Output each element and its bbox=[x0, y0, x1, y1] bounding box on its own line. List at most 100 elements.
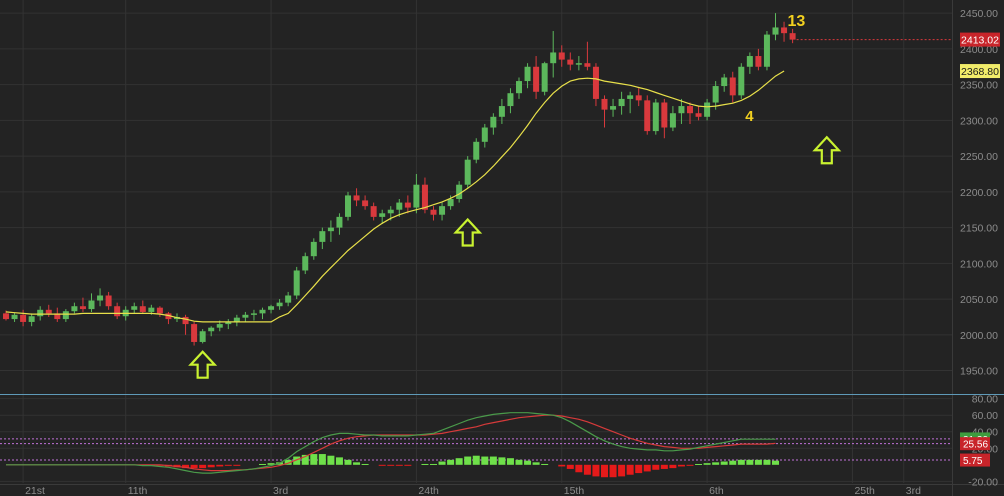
histogram-bar bbox=[558, 464, 566, 467]
candle bbox=[45, 304, 52, 317]
time-tick-label: 25th bbox=[854, 485, 875, 496]
histogram-bar bbox=[583, 464, 591, 475]
oscillator-tick-label: -20.00 bbox=[968, 476, 998, 488]
candle bbox=[225, 319, 232, 330]
candle bbox=[182, 314, 189, 335]
oscillator-value-tag: 25.56 bbox=[960, 437, 990, 451]
histogram-bar bbox=[703, 463, 711, 465]
candle-body bbox=[54, 313, 61, 320]
candle-body bbox=[97, 295, 104, 301]
candle-body bbox=[498, 106, 505, 117]
candle bbox=[575, 56, 582, 71]
price-tick-label: 2100.00 bbox=[960, 258, 998, 270]
histogram-bar bbox=[310, 454, 318, 465]
candle bbox=[610, 98, 617, 117]
histogram-bar bbox=[609, 464, 617, 478]
candle bbox=[584, 41, 591, 71]
candle bbox=[721, 73, 728, 92]
candle bbox=[592, 63, 599, 107]
candle bbox=[601, 95, 608, 128]
oscillator-slow-line bbox=[6, 414, 776, 472]
time-tick-label: 3rd bbox=[273, 485, 288, 496]
histogram-bar bbox=[421, 463, 429, 465]
histogram-bar bbox=[772, 460, 779, 465]
candle-body bbox=[541, 63, 548, 92]
histogram-bar bbox=[498, 457, 506, 465]
candle bbox=[71, 302, 78, 314]
histogram-bar bbox=[643, 464, 651, 472]
histogram-bar bbox=[541, 463, 549, 465]
histogram-bar bbox=[344, 459, 352, 465]
histogram-bar bbox=[207, 464, 215, 468]
candle bbox=[114, 302, 121, 320]
oscillator-tick-label: 80.00 bbox=[972, 394, 998, 406]
histogram-bar bbox=[464, 456, 472, 465]
candle-body bbox=[789, 33, 796, 40]
candle-body bbox=[421, 184, 428, 210]
candle-body bbox=[88, 300, 95, 310]
candle-body bbox=[678, 106, 685, 114]
count-annotation-4: 4 bbox=[745, 108, 754, 125]
candle-body bbox=[746, 56, 753, 67]
histogram-bar bbox=[669, 464, 677, 469]
candle bbox=[516, 77, 522, 99]
candle-body bbox=[755, 56, 762, 67]
candle-body bbox=[738, 66, 745, 96]
histogram-bar bbox=[618, 464, 626, 477]
histogram-bar bbox=[524, 460, 532, 465]
candle bbox=[413, 173, 420, 214]
candle bbox=[131, 302, 138, 314]
candle-body bbox=[148, 307, 155, 312]
candle bbox=[404, 195, 411, 214]
histogram-bar bbox=[301, 454, 309, 465]
histogram-bar bbox=[216, 464, 224, 467]
histogram-bar bbox=[395, 464, 403, 466]
candle bbox=[302, 252, 309, 275]
candle-body bbox=[62, 311, 69, 320]
candle-body bbox=[704, 102, 711, 117]
histogram-bar bbox=[284, 459, 292, 465]
candle-body bbox=[610, 106, 617, 110]
candle-body bbox=[259, 309, 266, 314]
candle-body bbox=[635, 95, 642, 101]
candle-body bbox=[550, 52, 557, 64]
candle-body bbox=[481, 127, 488, 142]
histogram-bar bbox=[566, 464, 574, 469]
candle bbox=[524, 63, 531, 89]
candle-body bbox=[447, 199, 454, 207]
candle bbox=[396, 199, 403, 217]
candle-body bbox=[439, 206, 446, 215]
price-tick-label: 2000.00 bbox=[960, 330, 998, 342]
price-tick-label: 2150.00 bbox=[960, 223, 998, 235]
histogram-bar bbox=[695, 463, 703, 465]
candle bbox=[661, 98, 668, 139]
histogram-bar bbox=[182, 464, 190, 469]
candle bbox=[746, 52, 753, 74]
histogram-bar bbox=[601, 464, 608, 478]
candle-body bbox=[45, 309, 52, 314]
histogram-bar bbox=[447, 459, 455, 465]
price-tick-label: 2250.00 bbox=[960, 151, 998, 163]
candle bbox=[139, 300, 146, 314]
histogram-bar bbox=[293, 456, 301, 465]
oscillator-value-tag: 5.75 bbox=[960, 453, 990, 467]
candle bbox=[156, 306, 163, 317]
candle bbox=[781, 21, 788, 42]
candle-body bbox=[473, 141, 480, 160]
candle bbox=[567, 52, 574, 71]
candle bbox=[362, 195, 369, 210]
candle bbox=[456, 181, 463, 203]
ma-value: 2368.80 bbox=[961, 66, 999, 78]
moving-average-line bbox=[5, 70, 785, 323]
time-tick-label: 6th bbox=[709, 485, 724, 496]
candle bbox=[208, 326, 215, 337]
last-price-tag-bg bbox=[960, 32, 1000, 47]
candle bbox=[652, 98, 659, 135]
time-tick-label: 24th bbox=[418, 485, 439, 496]
histogram-bar bbox=[335, 457, 343, 465]
candle bbox=[430, 206, 437, 221]
candle bbox=[635, 88, 642, 107]
candle-body bbox=[105, 295, 112, 307]
candle bbox=[627, 91, 634, 114]
